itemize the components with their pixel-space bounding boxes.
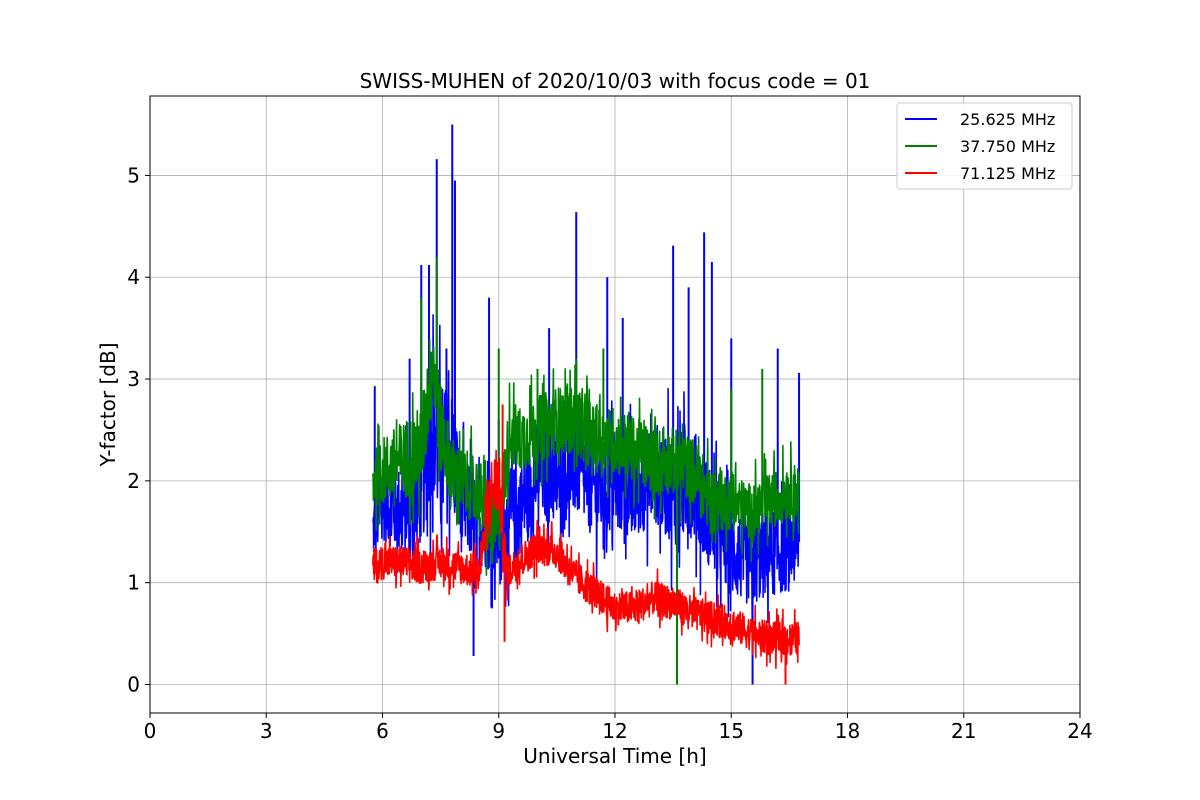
- legend: 25.625 MHz 37.750 MHz 71.125 MHz: [896, 102, 1073, 190]
- x-tick-label: 18: [835, 719, 860, 743]
- series-line: [372, 338, 800, 576]
- x-tick-label: 3: [260, 719, 273, 743]
- legend-entry: 25.625 MHz: [960, 110, 1055, 129]
- y-tick-label: 4: [127, 265, 140, 289]
- y-axis-label: Y-factor [dB]: [96, 342, 120, 467]
- series-3: [372, 404, 800, 685]
- x-tick-label: 6: [376, 719, 389, 743]
- x-tick-label: 15: [719, 719, 744, 743]
- series-layer: [372, 124, 801, 685]
- chart-title: SWISS-MUHEN of 2020/10/03 with focus cod…: [360, 69, 871, 93]
- x-tick-label: 0: [144, 719, 157, 743]
- x-tick-label: 12: [602, 719, 627, 743]
- y-tick-label: 1: [127, 571, 140, 595]
- y-tick-label: 2: [127, 469, 140, 493]
- series-line: [372, 449, 800, 669]
- x-tick-label: 21: [951, 719, 976, 743]
- legend-entry: 71.125 MHz: [960, 164, 1055, 183]
- y-tick-label: 0: [127, 672, 140, 696]
- legend-box: [896, 102, 1073, 190]
- x-axis-label: Universal Time [h]: [523, 744, 706, 768]
- y-tick-label: 3: [127, 367, 140, 391]
- x-tick-label: 9: [492, 719, 505, 743]
- x-tick-label: 24: [1067, 719, 1092, 743]
- legend-entry: 37.750 MHz: [960, 137, 1055, 156]
- y-tick-label: 5: [127, 163, 140, 187]
